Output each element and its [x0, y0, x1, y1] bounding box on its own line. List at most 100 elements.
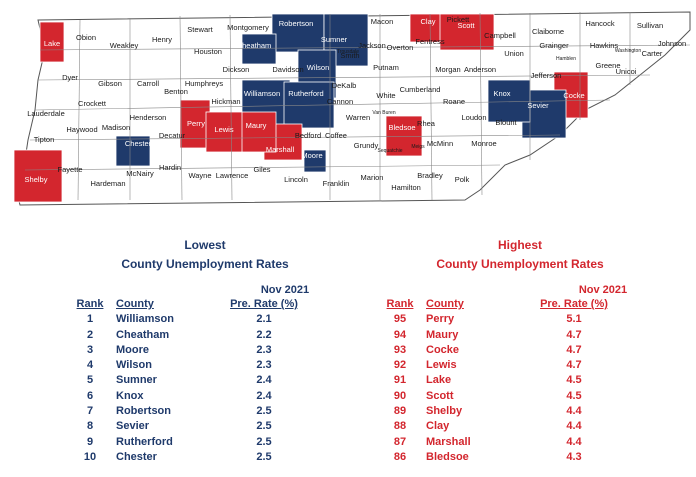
- county-label-chester: Chester: [125, 139, 152, 148]
- county-label-knox: Knox: [493, 89, 510, 98]
- lowest-cell-rate: 2.5: [256, 405, 272, 418]
- lowest-row: 2 Cheatham 2.2: [70, 328, 304, 343]
- county-label-weakley: Weakley: [110, 41, 139, 50]
- county-label-smith: Smith: [340, 51, 359, 60]
- county-label-decatur: Decatur: [159, 131, 186, 140]
- county-label-hardin: Hardin: [159, 163, 181, 172]
- lowest-row: 1 Williamson 2.1: [70, 312, 304, 327]
- lowest-cell-county: Knox: [116, 389, 144, 402]
- county-label-carroll: Carroll: [137, 79, 159, 88]
- county-label-hamilton: Hamilton: [391, 183, 421, 192]
- county-label-cheatham: Cheatham: [237, 41, 272, 50]
- county-label-campbell: Campbell: [484, 31, 516, 40]
- lowest-rates-panel: Lowest County Unemployment Rates Nov 202…: [70, 236, 340, 465]
- county-label-houston: Houston: [194, 47, 222, 56]
- highest-cell-county: Clay: [426, 420, 450, 433]
- county-label-putnam: Putnam: [373, 63, 399, 72]
- county-label-lake: Lake: [44, 39, 60, 48]
- highest-cell-rank: 91: [393, 374, 407, 387]
- county-label-henry: Henry: [152, 35, 172, 44]
- county-label-hancock: Hancock: [585, 19, 614, 28]
- highest-row: 88 Clay 4.4: [380, 419, 614, 434]
- county-label-franklin: Franklin: [323, 179, 350, 188]
- county-label-lauderdale: Lauderdale: [27, 109, 65, 118]
- lowest-col-rate: Pre. Rate (%): [230, 298, 298, 310]
- highest-period: Nov 2021: [578, 284, 628, 296]
- county-label-bedford: Bedford: [295, 131, 321, 140]
- county-label-fayette: Fayette: [57, 165, 82, 174]
- county-label-morgan: Morgan: [435, 65, 460, 74]
- county-label-monroe: Monroe: [471, 139, 496, 148]
- county-label-carter: Carter: [642, 49, 663, 58]
- county-label-warren: Warren: [346, 113, 370, 122]
- highest-cell-county: Lake: [426, 374, 452, 387]
- county-label-unicoi: Unicoi: [616, 67, 637, 76]
- county-label-grundy: Grundy: [354, 141, 379, 150]
- highest-cell-rate: 4.5: [566, 389, 582, 402]
- county-label-marshall: Marshall: [266, 145, 295, 154]
- highest-cell-rank: 94: [393, 328, 407, 341]
- lowest-row: 5 Sumner 2.4: [70, 373, 304, 388]
- county-lake: [39, 21, 65, 63]
- county-label-macon: Macon: [371, 17, 394, 26]
- highest-table-header: Rank County Pre. Rate (%): [380, 297, 614, 312]
- lowest-cell-rank: 9: [86, 435, 94, 448]
- county-label-moore: Moore: [301, 151, 322, 160]
- county-label-roane: Roane: [443, 97, 465, 106]
- county-label-hardeman: Hardeman: [90, 179, 125, 188]
- lowest-row: 6 Knox 2.4: [70, 389, 304, 404]
- county-label-sumner: Sumner: [321, 35, 348, 44]
- county-label-claiborne: Claiborne: [532, 27, 564, 36]
- highest-col-county: County: [426, 298, 464, 310]
- county-label-grainger: Grainger: [539, 41, 569, 50]
- lowest-cell-county: Robertson: [116, 405, 171, 418]
- county-label-humphreys: Humphreys: [185, 79, 224, 88]
- lowest-cell-county: Rutherford: [116, 435, 173, 448]
- lowest-title: Lowest County Unemployment Rates: [70, 236, 340, 274]
- lowest-cell-rank: 5: [86, 374, 94, 387]
- county-label-washington: Washington: [615, 48, 641, 54]
- highest-cell-rank: 88: [393, 420, 407, 433]
- county-label-hickman: Hickman: [211, 97, 240, 106]
- county-label-blount: Blount: [495, 118, 517, 127]
- highest-cell-county: Cocke: [426, 343, 460, 356]
- highest-cell-rate: 4.4: [566, 420, 582, 433]
- highest-row: 91 Lake 4.5: [380, 373, 614, 388]
- lowest-table-header: Rank County Pre. Rate (%): [70, 297, 304, 312]
- county-label-giles: Giles: [253, 165, 270, 174]
- county-label-marion: Marion: [361, 173, 384, 182]
- county-label-cannon: Cannon: [327, 97, 353, 106]
- county-label-haywood: Haywood: [66, 125, 97, 134]
- county-label-bradley: Bradley: [417, 171, 443, 180]
- highest-row: 87 Marshall 4.4: [380, 435, 614, 450]
- lowest-cell-county: Sumner: [116, 374, 157, 387]
- county-label-robertson: Robertson: [279, 19, 314, 28]
- county-label-stewart: Stewart: [187, 25, 213, 34]
- highest-title-line1: Highest: [497, 238, 542, 252]
- lowest-cell-rate: 2.4: [256, 374, 272, 387]
- county-label-cocke: Cocke: [563, 91, 584, 100]
- highest-cell-county: Shelby: [426, 405, 463, 418]
- lowest-cell-rank: 3: [86, 343, 94, 356]
- highest-cell-rank: 89: [393, 405, 407, 418]
- highest-cell-rate: 4.3: [566, 450, 582, 463]
- highest-title: Highest County Unemployment Rates: [380, 236, 660, 274]
- highest-cell-rate: 4.4: [566, 435, 582, 448]
- county-perry: [179, 99, 211, 149]
- state-outline: [14, 11, 691, 206]
- highest-col-rate: Pre. Rate (%): [540, 298, 608, 310]
- county-label-dekalb: DeKalb: [332, 81, 357, 90]
- tennessee-county-map: Lake Obion Weakley Henry Stewart Montgomery Ro…: [13, 11, 691, 206]
- county-label-hamblen: Hamblen: [556, 56, 576, 62]
- lowest-cell-rate: 2.4: [256, 389, 272, 402]
- highest-row: 95 Perry 5.1: [380, 312, 614, 327]
- county-label-maury: Maury: [246, 121, 267, 130]
- county-label-loudon: Loudon: [461, 113, 486, 122]
- county-label-scott: Scott: [457, 21, 475, 30]
- county-label-tipton: Tipton: [34, 135, 55, 144]
- county-label-crockett: Crockett: [78, 99, 107, 108]
- lowest-row: 10 Chester 2.5: [70, 450, 304, 465]
- highest-cell-rank: 92: [393, 359, 407, 372]
- lowest-cell-rank: 7: [86, 405, 94, 418]
- county-label-jackson: Jackson: [358, 41, 386, 50]
